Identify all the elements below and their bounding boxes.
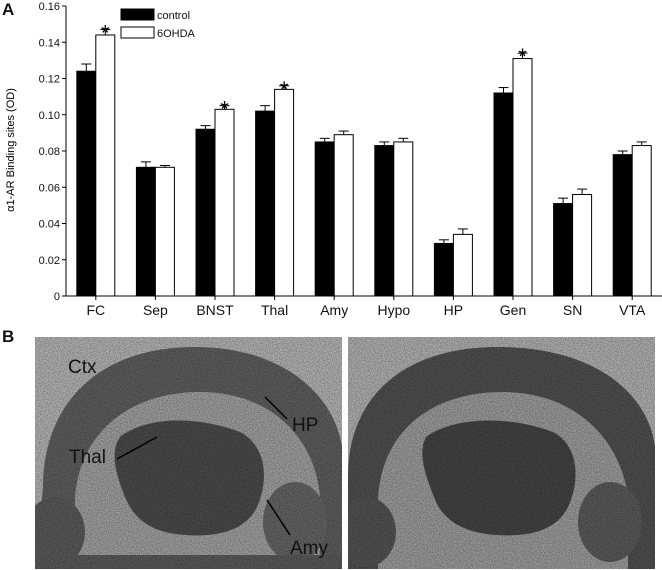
brain-section-control-image: Ctx HP Thal Amy (35, 337, 342, 569)
y-tick-label: 0 (54, 291, 60, 303)
x-category-label: VTA (619, 302, 646, 318)
bar-6ohda-thal (274, 88, 295, 297)
legend-label-6ohda: 6OHDA (157, 28, 196, 40)
bar-control-bnst (195, 128, 216, 297)
bar-6ohda-vta (631, 145, 652, 297)
significance-star: * (280, 77, 289, 102)
brain-section-6ohda-image (348, 337, 655, 569)
legend-swatch-6ohda (120, 26, 155, 39)
significance-star: * (220, 97, 229, 122)
legend: control 6OHDA (120, 8, 196, 40)
x-category-label: SN (563, 302, 582, 318)
x-category-label: HP (444, 302, 463, 318)
y-tick-label: 0.04 (39, 219, 60, 231)
ctx-label: Ctx (68, 357, 97, 378)
y-tick-label: 0.14 (39, 37, 60, 49)
hp-label: HP (292, 415, 319, 436)
legend-swatch-control (120, 8, 155, 21)
bar-control-sep (135, 166, 156, 297)
bar-6ohda-hp (452, 233, 473, 297)
bar-series: * * * * (76, 21, 652, 297)
y-tick-label: 0.06 (39, 182, 60, 194)
significance-star: * (101, 21, 110, 46)
bar-6ohda-hypo (393, 141, 414, 297)
y-tick-label: 0.10 (39, 110, 60, 122)
bar-chart: 0 0.02 0.04 0.06 0.08 0.10 0.12 0.14 0.16 FC Sep BN… (5, 1, 662, 318)
x-category-label: Amy (320, 302, 348, 318)
bar-6ohda-sep (154, 166, 175, 297)
bar-control-vta (612, 154, 633, 297)
thal-pointer-line (116, 436, 158, 460)
y-tick-label: 0.16 (39, 1, 60, 13)
x-category-label: BNST (196, 302, 234, 318)
hp-pointer-line (264, 396, 288, 420)
y-axis-label: α1-AR Binding sites (OD) (5, 88, 17, 212)
panel-b-letter: B (2, 327, 15, 346)
amy-pointer-line (266, 499, 291, 536)
bar-6ohda-amy (333, 134, 354, 297)
bar-6ohda-sn (572, 194, 593, 297)
significance-star: * (518, 44, 527, 69)
thal-label: Thal (69, 447, 106, 468)
bar-6ohda-gen (512, 58, 533, 297)
x-category-label: Thal (261, 302, 288, 318)
bar-control-thal (255, 110, 276, 297)
bar-6ohda-fc (95, 34, 116, 297)
brain-section-control-drawing (35, 337, 342, 569)
panel-a-letter: A (2, 0, 15, 19)
x-category-label: FC (86, 302, 105, 318)
axes: 0 0.02 0.04 0.06 0.08 0.10 0.12 0.14 0.16 FC Sep BN… (39, 1, 662, 318)
bar-control-amy (314, 141, 335, 297)
bar-6ohda-bnst (214, 108, 235, 297)
x-category-label: Hypo (377, 302, 410, 318)
x-category-label: Sep (143, 302, 168, 318)
brain-section-6ohda-drawing (348, 337, 655, 569)
bar-control-sn (553, 203, 574, 297)
bar-control-hypo (374, 145, 395, 297)
y-tick-label: 0.08 (39, 146, 60, 158)
y-tick-label: 0.02 (39, 255, 60, 267)
bar-control-gen (493, 92, 514, 297)
x-category-label: Gen (500, 302, 526, 318)
legend-label-control: control (157, 10, 190, 22)
bar-control-fc (76, 70, 97, 297)
amy-label: Amy (290, 538, 328, 559)
bar-control-hp (433, 242, 454, 297)
y-tick-label: 0.12 (39, 74, 60, 86)
